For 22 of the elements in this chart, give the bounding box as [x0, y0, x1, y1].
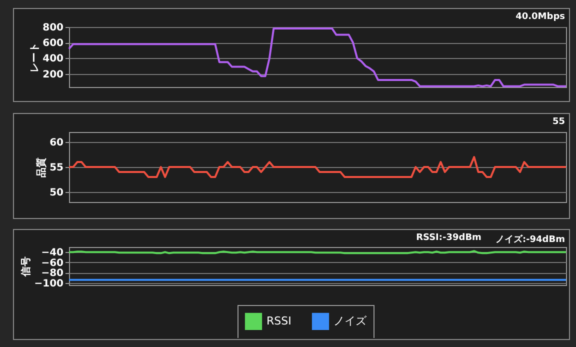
legend-label: ノイズ	[334, 314, 368, 328]
y-tick-label: 200	[42, 69, 64, 80]
text: RSSI:-39dBm	[416, 233, 482, 245]
y-tick-label: −40	[41, 248, 64, 259]
y-tick-label: 60	[50, 138, 64, 148]
y-tick-label: −60	[41, 258, 64, 269]
text: 55	[552, 117, 565, 127]
text: ノイズ:-94dBm	[495, 234, 565, 246]
y-axis-title: 信号	[20, 256, 32, 278]
y-tick-label: −80	[41, 268, 64, 280]
y-tick-label: −100	[34, 278, 64, 290]
y-tick-label: 50	[50, 188, 64, 198]
y-tick-label: 400	[42, 54, 64, 65]
line-series	[68, 156, 567, 178]
y-tick-label: 800	[42, 22, 64, 34]
text: 40.0Mbps	[516, 12, 565, 22]
y-axis-title: 品質	[36, 158, 48, 178]
y-tick-label: 600	[42, 38, 64, 50]
y-axis-title: レート	[30, 42, 41, 72]
legend-label: RSSI	[266, 314, 292, 328]
y-tick-label: 55	[50, 162, 64, 174]
line-series	[68, 28, 567, 88]
